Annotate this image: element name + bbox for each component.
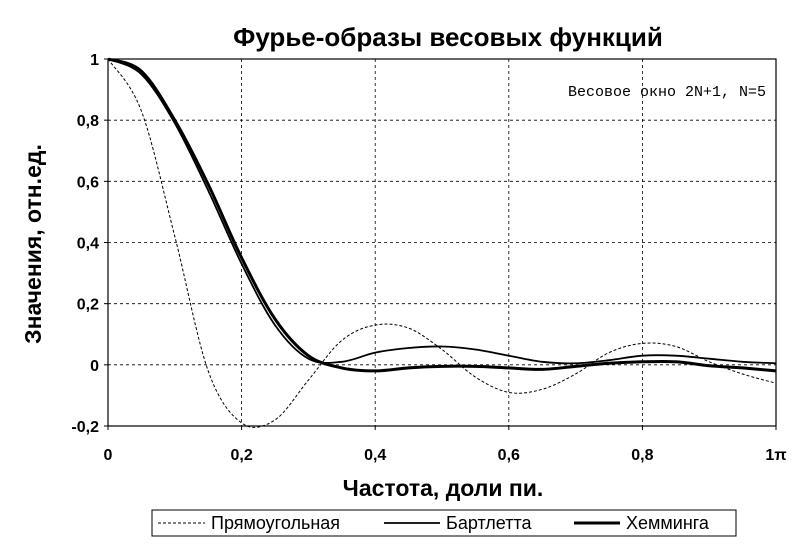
series-lines [107, 57, 777, 428]
tick-labels: -0,2 0 0,2 0,4 0,6 0,8 1 0 0,2 0,4 0,6 0,8 1π [71, 52, 786, 464]
series-line-3 [107, 57, 777, 373]
legend-label-3: Хемминга [626, 513, 710, 533]
x-tick-label: 1π [765, 447, 786, 464]
legend-label-1: Прямоугольная [211, 513, 340, 533]
y-tick-label: 1 [90, 52, 99, 69]
legend-label-2: Бартлетта [446, 513, 532, 533]
y-tick-label: 0,2 [77, 297, 99, 314]
y-tick-label: 0,4 [77, 236, 99, 253]
x-tick-label: 0,6 [498, 447, 520, 464]
y-axis-title: Значения, отн.ед. [20, 144, 46, 344]
x-tick-label: 0,8 [631, 447, 653, 464]
x-tick-label: 0,2 [230, 447, 252, 464]
series-line-2 [107, 58, 777, 365]
chart-title: Фурье-образы весовых функций [233, 22, 663, 52]
y-tick-label: 0,8 [77, 113, 99, 130]
x-tick-label: 0,4 [364, 447, 386, 464]
x-tick-label: 0 [104, 447, 113, 464]
series-line-1 [107, 58, 777, 428]
window-annotation: Весовое окно 2N+1, N=5 [568, 84, 766, 101]
x-axis-title: Частота, доли пи. [343, 475, 544, 501]
y-tick-label: 0 [90, 358, 99, 375]
y-tick-label: -0,2 [71, 419, 99, 436]
plot-area-frame [107, 58, 777, 427]
legend-box [151, 509, 737, 537]
y-tick-label: 0,6 [77, 174, 99, 191]
legend: Прямоугольная Бартлетта Хемминга [151, 509, 737, 537]
grid-lines [104, 58, 777, 430]
